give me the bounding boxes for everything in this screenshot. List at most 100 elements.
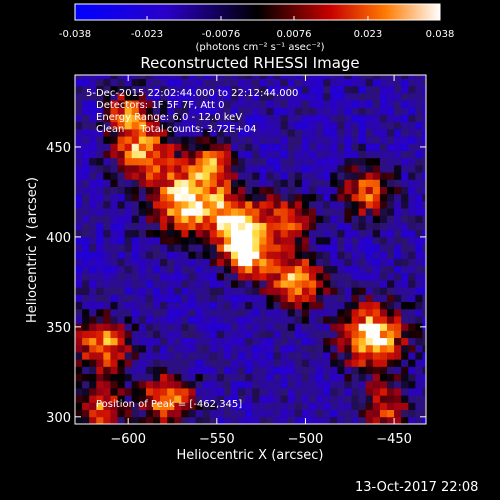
heatmap-cell — [231, 308, 239, 317]
heatmap-cell — [202, 301, 211, 310]
heatmap-cell — [287, 128, 296, 137]
heatmap-cell — [117, 215, 126, 223]
heatmap-cell — [344, 200, 352, 209]
heatmap-cell — [273, 380, 282, 389]
heatmap-cell — [124, 236, 133, 245]
heatmap-cell — [167, 236, 175, 245]
heatmap-cell — [245, 337, 253, 346]
heatmap-cell — [294, 114, 303, 123]
heatmap-cell — [365, 265, 374, 274]
heatmap-cell — [138, 337, 147, 346]
heatmap-cell — [337, 85, 345, 94]
heatmap-cell — [280, 172, 289, 180]
heatmap-cell — [167, 164, 175, 173]
heatmap-cell — [344, 388, 352, 396]
heatmap-cell — [96, 208, 104, 216]
heatmap-cell — [89, 200, 97, 209]
heatmap-cell — [358, 78, 367, 87]
heatmap-cell — [209, 164, 218, 173]
heatmap-cell — [202, 416, 211, 424]
heatmap-cell — [89, 208, 97, 216]
heatmap-cell — [231, 272, 239, 281]
heatmap-cell — [309, 244, 317, 252]
heatmap-cell — [365, 366, 374, 375]
heatmap-cell — [358, 244, 367, 252]
heatmap-cell — [138, 366, 147, 375]
heatmap-cell — [160, 172, 168, 180]
heatmap-cell — [287, 316, 296, 324]
heatmap-cell — [153, 402, 161, 411]
heatmap-cell — [401, 308, 409, 317]
heatmap-cell — [145, 294, 154, 303]
heatmap-cell — [223, 352, 232, 360]
heatmap-cell — [188, 215, 196, 223]
heatmap-cell — [238, 222, 246, 231]
heatmap-cell — [337, 208, 345, 216]
heatmap-cell — [379, 208, 388, 216]
heatmap-cell — [266, 395, 274, 403]
heatmap-cell — [245, 359, 253, 367]
heatmap-cell — [280, 308, 289, 317]
heatmap-cell — [174, 186, 182, 195]
heatmap-cell — [174, 229, 182, 238]
heatmap-cell — [301, 337, 310, 346]
heatmap-cell — [323, 114, 331, 123]
heatmap-cell — [216, 301, 225, 310]
heatmap-cell — [124, 395, 133, 403]
heatmap-cell — [209, 75, 218, 79]
heatmap-cell — [358, 114, 367, 123]
heatmap-cell — [294, 229, 303, 238]
heatmap-cell — [422, 301, 426, 310]
heatmap-cell — [202, 330, 211, 339]
heatmap-cell — [223, 316, 232, 324]
heatmap-cell — [96, 186, 104, 195]
heatmap-cell — [379, 92, 388, 101]
heatmap-cell — [89, 287, 97, 295]
heatmap-cell — [294, 107, 303, 115]
heatmap-cell — [174, 395, 182, 403]
heatmap-cell — [124, 380, 133, 389]
heatmap-cell — [379, 85, 388, 94]
heatmap-cell — [216, 344, 225, 353]
heatmap-cell — [209, 208, 218, 216]
heatmap-cell — [89, 114, 97, 123]
heatmap-cell — [153, 200, 161, 209]
heatmap-cell — [294, 373, 303, 382]
heatmap-cell — [138, 193, 147, 202]
heatmap-cell — [316, 280, 324, 288]
heatmap-cell — [351, 301, 360, 310]
heatmap-cell — [153, 85, 161, 94]
heatmap-cell — [415, 330, 423, 339]
heatmap-cell — [330, 388, 338, 396]
heatmap-cell — [188, 373, 196, 382]
heatmap-cell — [131, 272, 140, 281]
heatmap-cell — [89, 359, 97, 367]
heatmap-cell — [231, 388, 239, 396]
heatmap-cell — [145, 164, 154, 173]
heatmap-cell — [153, 280, 161, 288]
heatmap-cell — [273, 200, 282, 209]
heatmap-cell — [195, 373, 204, 382]
heatmap-cell — [138, 150, 147, 159]
heatmap-cell — [131, 352, 140, 360]
heatmap-cell — [209, 215, 218, 223]
heatmap-cell — [337, 121, 345, 130]
heatmap-cell — [372, 402, 381, 411]
heatmap-cell — [82, 416, 90, 424]
heatmap-cell — [89, 409, 97, 418]
heatmap-cell — [266, 359, 274, 367]
heatmap-cell — [323, 380, 331, 389]
heatmap-cell — [117, 128, 126, 137]
heatmap-cell — [124, 186, 133, 195]
heatmap-cell — [309, 373, 317, 382]
heatmap-cell — [266, 251, 274, 259]
heatmap-cell — [401, 128, 409, 137]
x-axis-ticks: −600 −550 −500 −450 — [110, 75, 412, 447]
heatmap-cell — [238, 236, 246, 245]
heatmap-cell — [160, 107, 168, 115]
heatmap-cell — [379, 128, 388, 137]
heatmap-cell — [160, 301, 168, 310]
heatmap-cell — [202, 294, 211, 303]
heatmap-cell — [358, 402, 367, 411]
heatmap-cell — [96, 236, 104, 245]
